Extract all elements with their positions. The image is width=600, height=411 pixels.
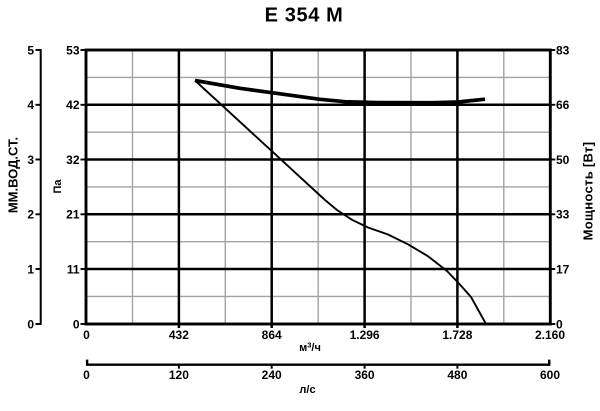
svg-text:2: 2 xyxy=(27,208,34,222)
svg-text:120: 120 xyxy=(169,368,189,382)
svg-text:864: 864 xyxy=(262,328,282,342)
svg-text:21: 21 xyxy=(66,208,80,222)
svg-text:480: 480 xyxy=(447,368,467,382)
svg-text:ММ.ВОД.СТ.: ММ.ВОД.СТ. xyxy=(6,137,21,213)
svg-text:360: 360 xyxy=(355,368,375,382)
svg-text:42: 42 xyxy=(66,98,80,112)
svg-text:53: 53 xyxy=(66,43,80,57)
svg-text:0: 0 xyxy=(83,368,90,382)
svg-text:5: 5 xyxy=(27,43,34,57)
svg-text:0: 0 xyxy=(27,317,34,331)
svg-text:240: 240 xyxy=(262,368,282,382)
svg-text:11: 11 xyxy=(67,262,80,276)
svg-text:32: 32 xyxy=(66,153,80,167)
svg-text:м3/ч: м3/ч xyxy=(299,340,321,354)
svg-text:E 354 M: E 354 M xyxy=(265,4,344,26)
svg-text:83: 83 xyxy=(556,43,570,57)
svg-text:3: 3 xyxy=(27,153,34,167)
svg-text:1.728: 1.728 xyxy=(442,328,472,342)
svg-text:1.296: 1.296 xyxy=(350,328,380,342)
svg-text:2.160: 2.160 xyxy=(535,328,565,342)
svg-text:66: 66 xyxy=(556,98,570,112)
svg-text:0: 0 xyxy=(556,317,563,331)
svg-text:17: 17 xyxy=(556,262,570,276)
svg-text:600: 600 xyxy=(540,368,560,382)
svg-text:33: 33 xyxy=(556,208,570,222)
svg-text:1: 1 xyxy=(27,262,34,276)
svg-text:Мощность [Вт]: Мощность [Вт] xyxy=(581,142,596,241)
svg-text:Па: Па xyxy=(52,179,64,194)
svg-text:50: 50 xyxy=(556,153,570,167)
svg-text:4: 4 xyxy=(27,98,34,112)
svg-text:0: 0 xyxy=(83,328,90,342)
svg-text:л/с: л/с xyxy=(299,384,315,396)
svg-text:432: 432 xyxy=(169,328,189,342)
svg-text:0: 0 xyxy=(73,317,80,331)
